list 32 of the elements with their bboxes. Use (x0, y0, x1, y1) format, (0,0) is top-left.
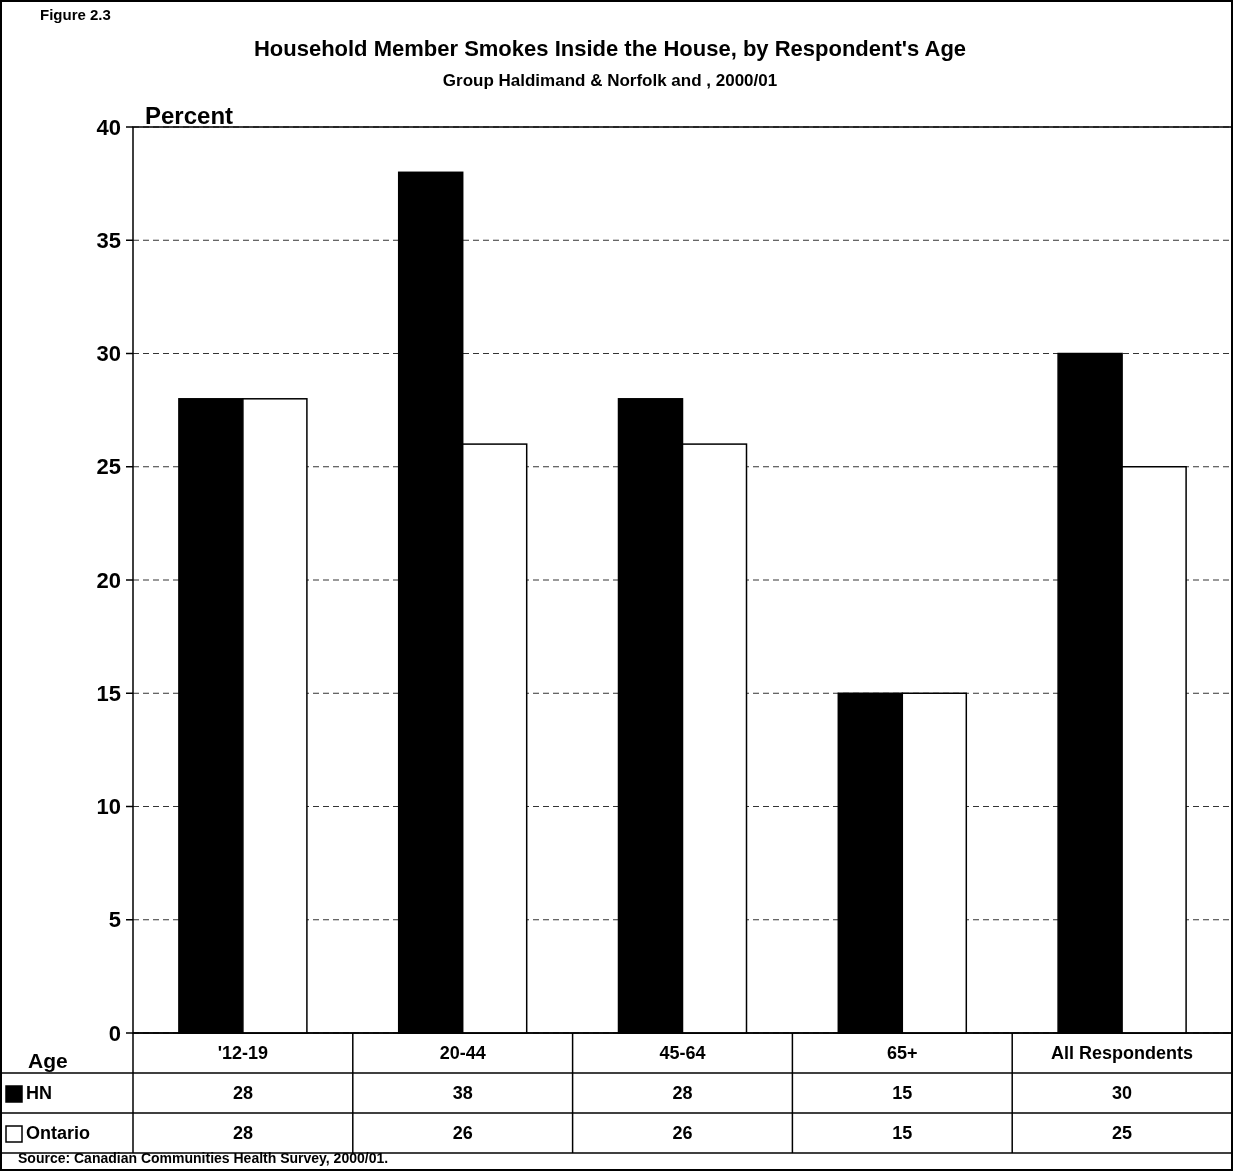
y-tick-label: 20 (96, 567, 121, 593)
data-label: 28 (232, 1123, 253, 1144)
y-tick-label: 0 (108, 1020, 121, 1046)
data-label: 26 (452, 1123, 473, 1144)
data-label: 26 (672, 1123, 693, 1144)
legend-label: Ontario (26, 1123, 91, 1144)
source-note: Source: Canadian Communities Health Survey, 2000/01. (18, 1150, 389, 1166)
data-label: 15 (892, 1123, 913, 1144)
y-axis-title: Percent (145, 102, 234, 129)
legend-label: HN (26, 1083, 52, 1104)
y-tick-label: 10 (96, 794, 121, 820)
data-label: 28 (672, 1083, 693, 1104)
x-tick-label: All Respondents (1051, 1043, 1194, 1064)
data-label: 30 (1112, 1083, 1133, 1104)
x-tick-label: '12-19 (217, 1043, 269, 1064)
data-label: 38 (452, 1083, 473, 1104)
chart-subtitle: Group Haldimand & Norfolk and , 2000/01 (442, 71, 778, 90)
data-label: 25 (1112, 1123, 1133, 1144)
x-axis-title: Age (28, 1049, 68, 1072)
y-tick-label: 40 (96, 114, 121, 140)
chart-title: Household Member Smokes Inside the House, by Respondent's Age (253, 36, 967, 61)
x-tick-label: 20-44 (439, 1043, 486, 1064)
data-label: 28 (232, 1083, 253, 1104)
caption: Figure 2.3 (40, 6, 111, 23)
y-tick-label: 5 (108, 907, 121, 933)
y-tick-label: 25 (96, 454, 121, 480)
data-label: 15 (892, 1083, 913, 1104)
x-tick-label: 45-64 (659, 1043, 706, 1064)
y-tick-label: 15 (96, 680, 121, 706)
y-tick-label: 35 (96, 227, 121, 253)
x-tick-label: 65+ (887, 1043, 918, 1064)
y-tick-label: 30 (96, 341, 121, 367)
